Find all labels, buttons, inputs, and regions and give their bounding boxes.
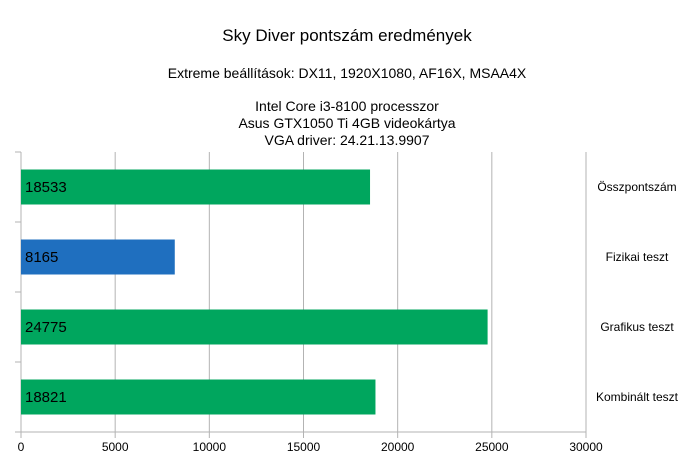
x-axis-ticks: 0 5000 10000 15000 20000 25000 30000 — [18, 432, 603, 454]
x-tick-label-0: 0 — [18, 440, 25, 454]
category-label-2: Grafikus teszt — [600, 320, 674, 334]
data-label-3: 18821 — [25, 389, 67, 406]
bars — [21, 169, 488, 415]
subtitle-line-gpu: Asus GTX1050 Ti 4GB videokártya — [238, 115, 456, 131]
subtitle-line-driver: VGA driver: 24.21.13.9907 — [264, 132, 430, 148]
bar-2 — [21, 309, 488, 345]
x-tick-label-2: 10000 — [193, 440, 227, 454]
data-label-0: 18533 — [25, 179, 67, 196]
x-tick-label-6: 30000 — [569, 440, 603, 454]
bar-1 — [21, 239, 175, 275]
data-labels: 18533 8165 24775 18821 — [25, 179, 67, 406]
data-label-2: 24775 — [25, 319, 67, 336]
chart-subtitle-hardware: Intel Core i3-8100 processzor Asus GTX10… — [0, 98, 694, 149]
x-tick-label-5: 25000 — [475, 440, 509, 454]
chart-subtitle: Extreme beállítások: DX11, 1920X1080, AF… — [167, 65, 527, 81]
x-tick-label-1: 5000 — [102, 440, 129, 454]
x-tick-label-3: 15000 — [287, 440, 321, 454]
category-label-0: Összpontszám — [597, 180, 676, 194]
x-tick-label-4: 20000 — [381, 440, 415, 454]
chart-title: Sky Diver pontszám eredmények — [222, 26, 472, 45]
bar-0 — [21, 169, 371, 205]
bar-3 — [21, 379, 376, 415]
subtitle-line-cpu: Intel Core i3-8100 processzor — [255, 98, 439, 114]
category-label-3: Kombinált teszt — [596, 390, 679, 404]
data-label-1: 8165 — [25, 249, 58, 266]
category-label-1: Fizikai teszt — [606, 250, 669, 264]
category-labels: Összpontszám Fizikai teszt Grafikus teszt K… — [596, 180, 679, 404]
